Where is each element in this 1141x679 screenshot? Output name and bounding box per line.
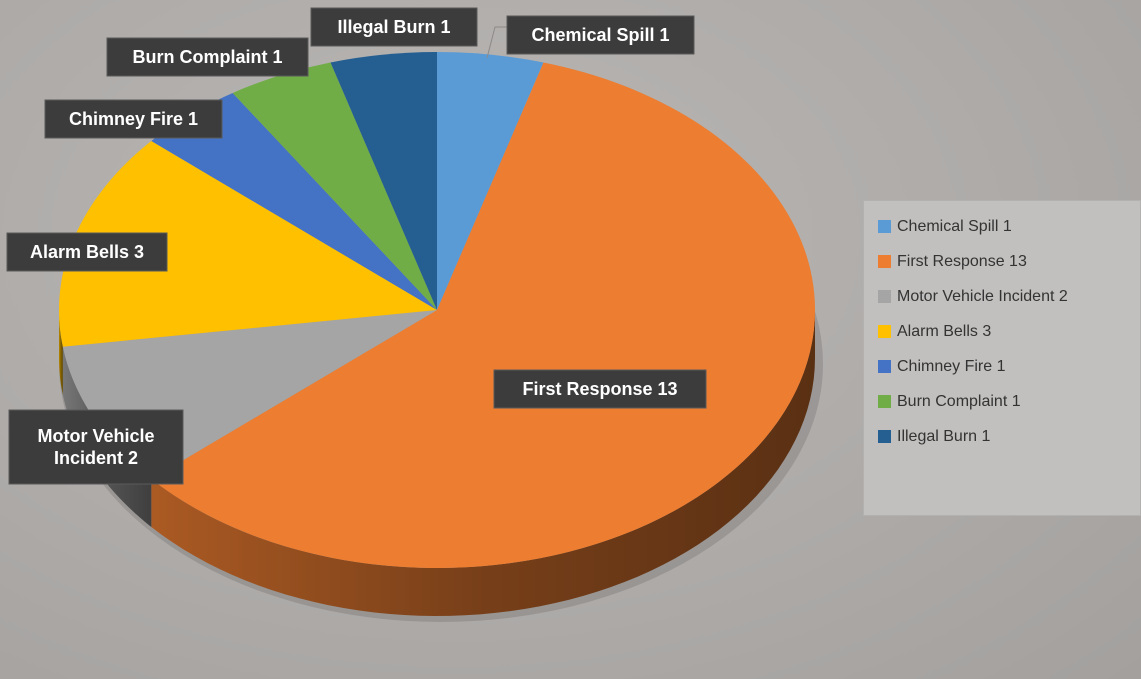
legend-swatch <box>878 290 891 303</box>
data-label-text: Burn Complaint 1 <box>132 47 282 67</box>
legend-label: Alarm Bells 3 <box>897 322 992 340</box>
data-label-chemical-spill: Chemical Spill 1 <box>506 15 695 55</box>
legend-swatch <box>878 430 891 443</box>
pie-slice-alarm-bells <box>59 141 438 347</box>
data-label-text: Chemical Spill 1 <box>531 25 669 45</box>
data-label-box <box>44 99 223 139</box>
leader-line <box>486 26 507 59</box>
data-label-text: Chimney Fire 1 <box>69 109 198 129</box>
leader-lines <box>486 26 507 59</box>
chart-legend: Chemical Spill 1 First Response 13 Motor… <box>863 200 1141 516</box>
data-label-alarm-bells: Alarm Bells 3 <box>6 232 168 272</box>
legend-item: Illegal Burn 1 <box>864 419 1140 454</box>
pie-side-first-response <box>151 310 815 616</box>
data-labels: Chemical Spill 1 First Response 13 Motor V… <box>6 7 707 485</box>
pie-side-alarm-bells <box>59 310 63 395</box>
pie-top <box>59 52 816 569</box>
legend-label: Chimney Fire 1 <box>897 357 1006 375</box>
pie-slice-illegal-burn <box>330 52 437 310</box>
legend-item: Chemical Spill 1 <box>864 209 1140 244</box>
legend-swatch <box>878 220 891 233</box>
legend-label: First Response 13 <box>897 252 1027 270</box>
legend-item: Alarm Bells 3 <box>864 314 1140 349</box>
legend-swatch <box>878 255 891 268</box>
data-label-illegal-burn: Illegal Burn 1 <box>310 7 478 47</box>
legend-item: First Response 13 <box>864 244 1140 279</box>
data-label-text: Alarm Bells 3 <box>30 242 144 262</box>
data-label-text: Incident 2 <box>54 448 138 468</box>
data-label-text: Motor Vehicle <box>37 426 154 446</box>
data-label-text: Illegal Burn 1 <box>337 17 450 37</box>
data-label-chimney-fire: Chimney Fire 1 <box>44 99 223 139</box>
pie-slice-first-response <box>151 62 816 569</box>
data-label-box <box>493 369 707 409</box>
legend-item: Chimney Fire 1 <box>864 349 1140 384</box>
data-label-text: First Response 13 <box>522 379 677 399</box>
pie-slice-burn-complaint <box>232 62 437 311</box>
legend-label: Burn Complaint 1 <box>897 392 1021 410</box>
legend-item: Burn Complaint 1 <box>864 384 1140 419</box>
data-label-box <box>106 37 309 77</box>
legend-swatch <box>878 395 891 408</box>
pie-slice-chemical-spill <box>437 52 544 310</box>
data-label-burn-complaint: Burn Complaint 1 <box>106 37 309 77</box>
legend-label: Illegal Burn 1 <box>897 427 991 445</box>
legend-item: Motor Vehicle Incident 2 <box>864 279 1140 314</box>
data-label-box <box>6 232 168 272</box>
legend-swatch <box>878 325 891 338</box>
data-label-box <box>506 15 695 55</box>
data-label-box <box>310 7 478 47</box>
data-label-box <box>8 409 184 485</box>
pie-slice-chimney-fire <box>151 92 437 311</box>
legend-label: Chemical Spill 1 <box>897 217 1012 235</box>
legend-swatch <box>878 360 891 373</box>
data-label-first-response: First Response 13 <box>493 369 707 409</box>
legend-label: Motor Vehicle Incident 2 <box>897 287 1068 305</box>
